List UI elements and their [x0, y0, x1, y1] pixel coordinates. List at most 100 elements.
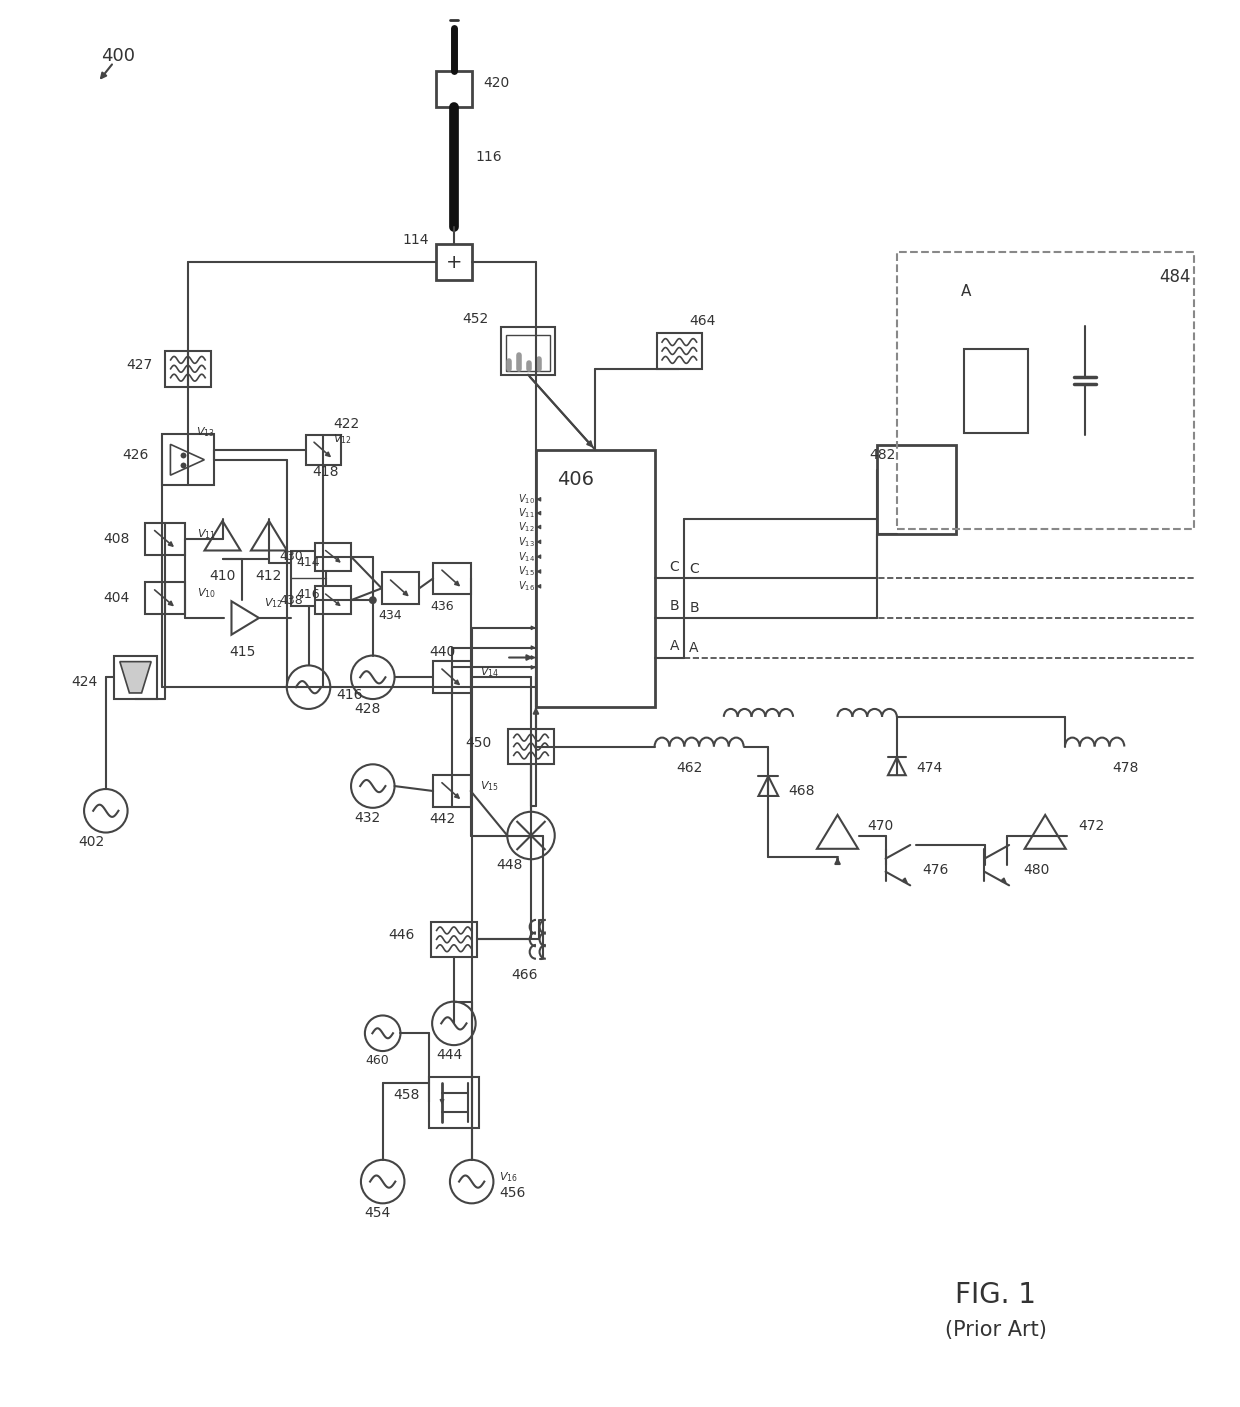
Text: 416: 416: [296, 588, 320, 601]
Text: B: B: [670, 599, 680, 613]
Text: 414: 414: [296, 556, 320, 568]
Text: 450: 450: [465, 736, 491, 750]
Circle shape: [450, 1159, 494, 1203]
Text: 458: 458: [393, 1088, 419, 1102]
Bar: [433, 661, 471, 694]
Bar: [506, 335, 549, 371]
Polygon shape: [232, 601, 259, 635]
Text: 470: 470: [867, 819, 894, 833]
Text: 446: 446: [388, 929, 414, 943]
Bar: [162, 433, 213, 485]
Text: 404: 404: [103, 591, 129, 605]
Text: 408: 408: [103, 532, 129, 546]
Text: 476: 476: [923, 862, 949, 877]
Text: +: +: [445, 252, 463, 272]
Text: 468: 468: [789, 784, 815, 798]
Text: 442: 442: [429, 812, 455, 826]
Bar: [508, 729, 554, 764]
Bar: [536, 450, 655, 706]
Circle shape: [286, 666, 330, 709]
Circle shape: [432, 1002, 476, 1045]
Bar: [145, 523, 185, 554]
Text: $V_{13}$: $V_{13}$: [517, 535, 534, 549]
Bar: [165, 350, 211, 387]
Text: 440: 440: [429, 644, 455, 658]
Text: 480: 480: [1023, 862, 1050, 877]
Text: $V_{10}$: $V_{10}$: [517, 492, 534, 507]
Text: 410: 410: [210, 570, 236, 584]
Text: 466: 466: [511, 968, 538, 982]
Bar: [305, 435, 341, 464]
Polygon shape: [759, 777, 779, 796]
Bar: [433, 775, 471, 806]
Text: $V_{15}$: $V_{15}$: [480, 779, 498, 794]
Text: 432: 432: [355, 810, 381, 825]
Text: $V_{16}$: $V_{16}$: [517, 580, 534, 594]
Text: $V_{12}$: $V_{12}$: [334, 432, 352, 446]
Bar: [897, 252, 1194, 529]
Bar: [114, 656, 157, 699]
Text: C: C: [670, 560, 680, 574]
Text: $V_{12}$: $V_{12}$: [518, 521, 534, 533]
Circle shape: [368, 597, 377, 604]
Circle shape: [84, 789, 128, 833]
Bar: [963, 349, 1028, 432]
Text: $V_{12}$: $V_{12}$: [264, 597, 283, 611]
Text: 406: 406: [557, 470, 594, 490]
Bar: [432, 922, 476, 957]
Bar: [145, 582, 185, 613]
Text: C: C: [689, 561, 699, 575]
Bar: [315, 587, 351, 613]
Text: 436: 436: [430, 599, 454, 612]
Text: 412: 412: [255, 570, 283, 584]
Text: 427: 427: [126, 357, 153, 371]
Text: 426: 426: [122, 447, 149, 461]
Polygon shape: [817, 815, 858, 848]
Circle shape: [361, 1159, 404, 1203]
Bar: [429, 1076, 479, 1128]
Polygon shape: [120, 661, 151, 694]
Polygon shape: [888, 757, 905, 775]
Text: 422: 422: [334, 416, 360, 431]
Text: 400: 400: [100, 48, 135, 65]
Text: $V_{10}$: $V_{10}$: [197, 587, 216, 601]
Text: A: A: [961, 284, 971, 300]
Circle shape: [351, 656, 394, 699]
Polygon shape: [170, 445, 205, 476]
Text: 420: 420: [484, 76, 510, 90]
Bar: [433, 563, 471, 594]
Text: 462: 462: [676, 761, 702, 775]
Text: 454: 454: [365, 1206, 391, 1220]
Text: 430: 430: [280, 550, 304, 563]
Text: 456: 456: [500, 1186, 526, 1200]
Bar: [436, 245, 471, 280]
Text: 434: 434: [378, 609, 403, 622]
Bar: [382, 573, 419, 604]
Text: 460: 460: [366, 1054, 389, 1068]
Text: $V_{11}$: $V_{11}$: [518, 507, 534, 521]
Text: 114: 114: [403, 234, 429, 248]
Text: B: B: [689, 601, 699, 615]
Text: 415: 415: [229, 644, 255, 658]
Text: 452: 452: [463, 312, 489, 326]
Text: 472: 472: [1079, 819, 1105, 833]
Text: 484: 484: [1159, 267, 1190, 286]
Text: 402: 402: [78, 836, 104, 850]
Bar: [315, 543, 351, 570]
Text: 448: 448: [496, 858, 523, 872]
Text: $V_{16}$: $V_{16}$: [500, 1169, 518, 1183]
Text: A: A: [670, 639, 680, 653]
Text: 116: 116: [476, 151, 502, 165]
Text: A: A: [689, 640, 698, 654]
Text: 416: 416: [336, 688, 363, 702]
Circle shape: [365, 1016, 401, 1051]
Text: 438: 438: [280, 594, 304, 606]
Text: FIG. 1: FIG. 1: [955, 1282, 1037, 1310]
Text: 474: 474: [916, 761, 942, 775]
Circle shape: [351, 764, 394, 808]
Bar: [290, 550, 326, 606]
Text: 478: 478: [1112, 761, 1138, 775]
Polygon shape: [250, 521, 286, 550]
Text: $V_{14}$: $V_{14}$: [517, 550, 534, 564]
Bar: [501, 328, 554, 374]
